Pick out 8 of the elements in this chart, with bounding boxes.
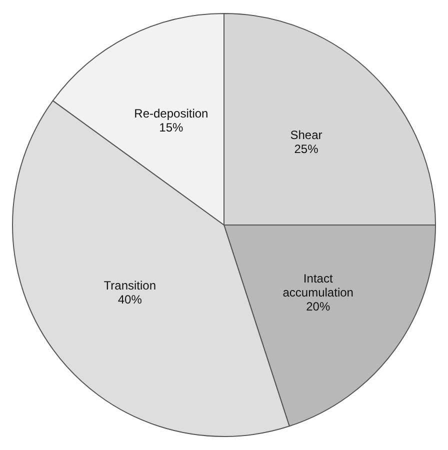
data-label: 40% — [118, 292, 142, 307]
slice-label: Intact accumulation — [282, 272, 354, 300]
data-label: 15% — [159, 120, 184, 135]
data-label: 25% — [294, 142, 319, 156]
data-label: 20% — [306, 300, 330, 314]
slice-label: Transition — [104, 278, 156, 293]
slice-label: Shear — [290, 128, 322, 142]
slice-label: Re-deposition — [134, 106, 208, 121]
